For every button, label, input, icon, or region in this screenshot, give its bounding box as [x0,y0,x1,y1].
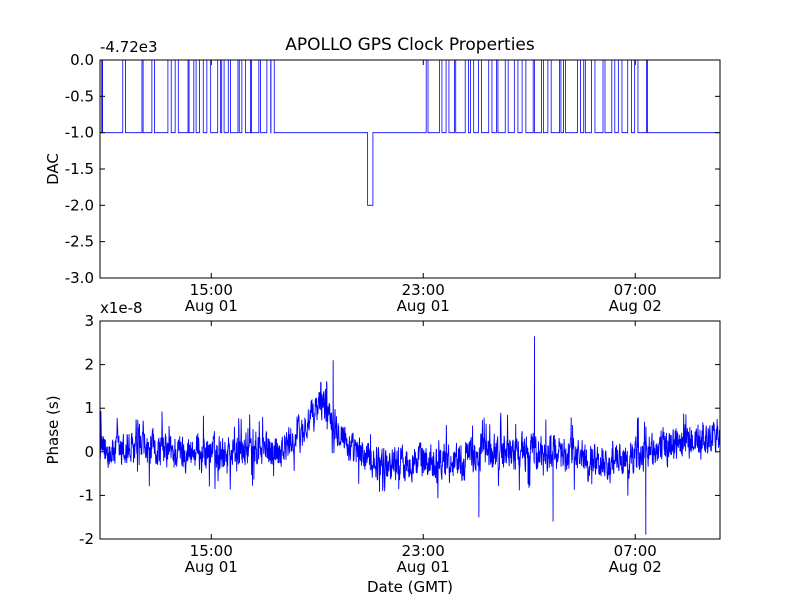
offset-label: x1e-8 [100,299,143,317]
x-tick-label: 15:00 [190,281,233,299]
y-axis-label: DAC [44,153,62,185]
y-tick-label: -2.0 [65,196,94,214]
x-tick-label: 23:00 [402,281,445,299]
x-tick-label: Aug 01 [397,297,450,315]
x-tick-label: Aug 01 [185,558,238,576]
y-tick-label: -1.0 [65,124,94,142]
dac-series-line [100,60,720,206]
y-tick-label: 1 [84,399,94,417]
y-tick-label: -1.5 [65,160,94,178]
y-tick-label: -1 [79,486,94,504]
y-tick-label: -0.5 [65,87,94,105]
y-tick-label: 0 [84,443,94,461]
x-tick-label: Aug 01 [185,297,238,315]
x-tick-label: Aug 02 [609,558,662,576]
x-tick-label: 23:00 [402,542,445,560]
y-tick-label: -2 [79,530,94,548]
x-tick-label: Aug 02 [609,297,662,315]
y-tick-label: -3.0 [65,269,94,287]
offset-label: -4.72e3 [100,38,158,56]
x-tick-label: 15:00 [190,542,233,560]
y-axis-label: Phase (s) [44,395,62,464]
phase-series-line [100,336,720,535]
x-tick-label: 07:00 [614,542,657,560]
axes-frame [99,320,721,540]
y-tick-label: 2 [84,356,94,374]
x-tick-label: 07:00 [614,281,657,299]
x-axis-label: Date (GMT) [367,578,453,596]
axes-frame [99,59,721,279]
x-tick-label: Aug 01 [397,558,450,576]
figure-title: APOLLO GPS Clock Properties [285,35,535,55]
y-tick-label: 0.0 [70,51,94,69]
y-tick-label: -2.5 [65,233,94,251]
y-tick-label: 3 [84,312,94,330]
